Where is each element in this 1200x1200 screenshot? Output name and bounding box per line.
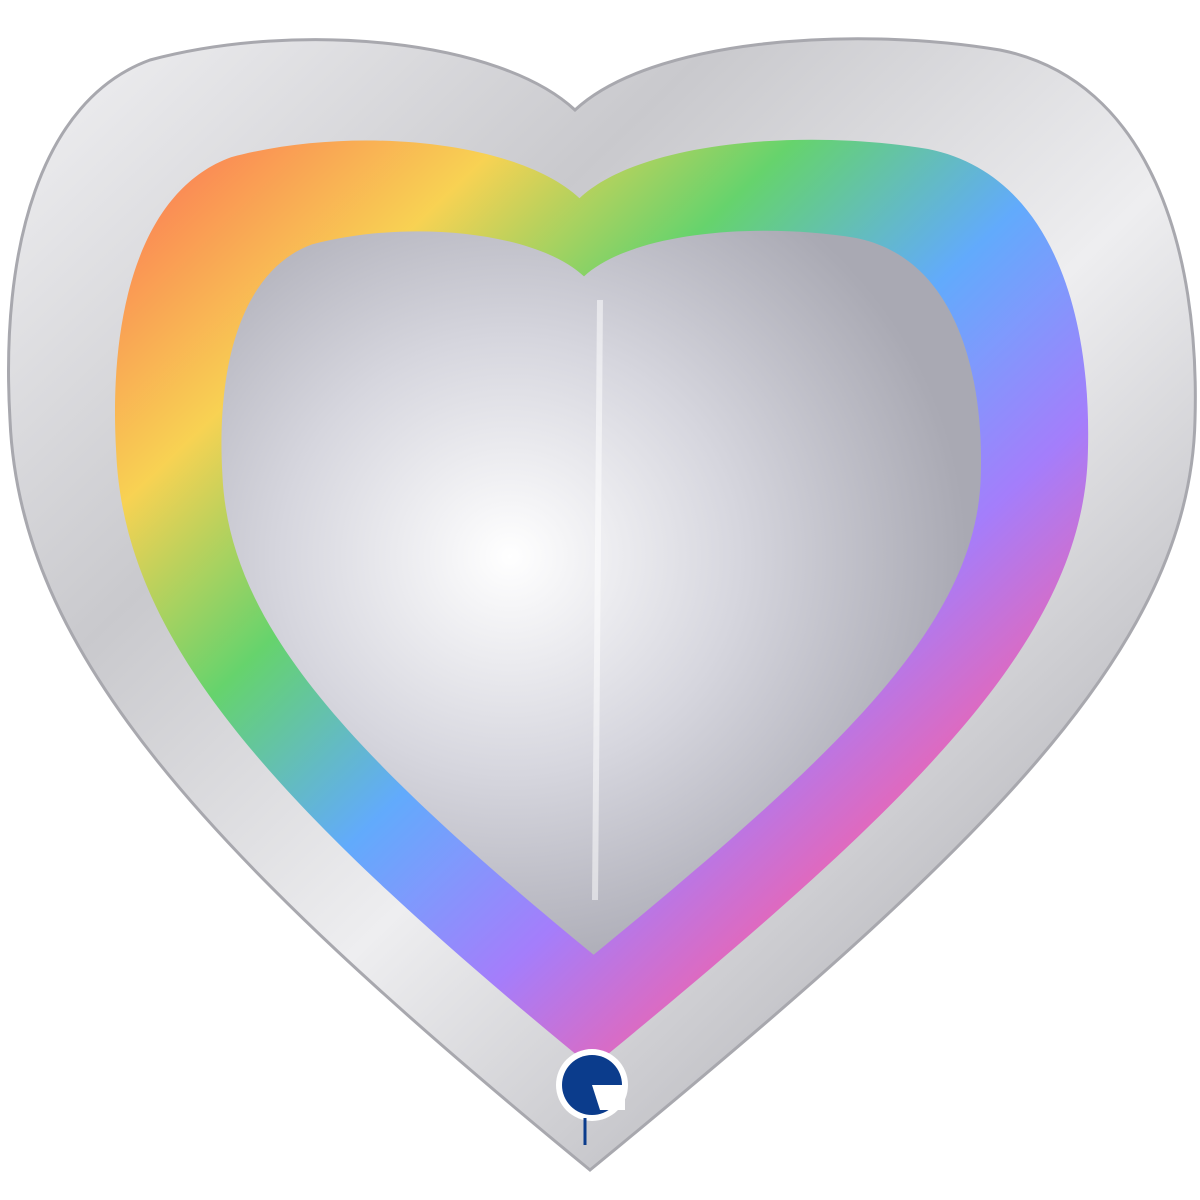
brand-logo [556, 1049, 628, 1145]
inner-crease [592, 299, 603, 901]
heart-inner [221, 230, 982, 955]
